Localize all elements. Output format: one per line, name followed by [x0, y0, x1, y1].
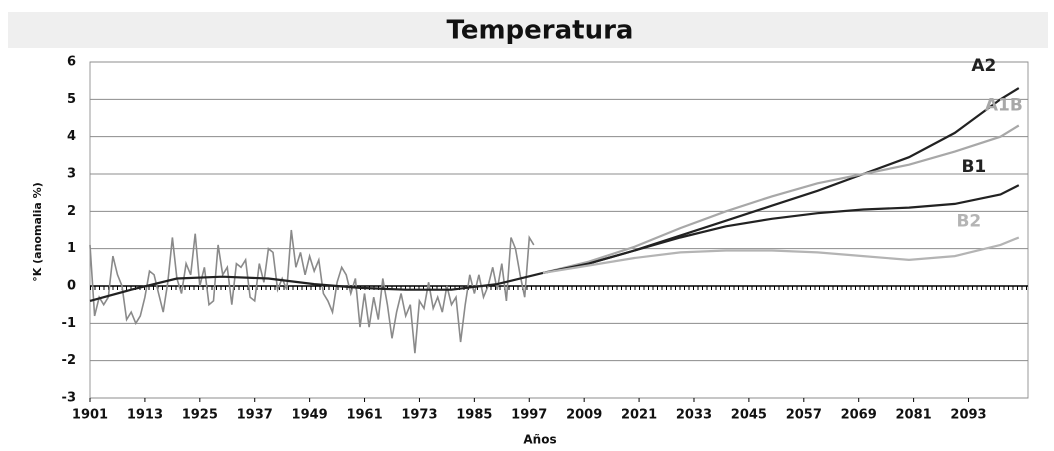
x-tick-label: 2093	[950, 408, 986, 423]
y-tick-label: 2	[67, 204, 76, 219]
y-tick-label: 0	[67, 279, 76, 294]
x-tick-label: 2057	[786, 408, 822, 423]
x-tick-label: 2045	[731, 408, 767, 423]
x-axis-label: Años	[523, 433, 556, 447]
x-tick-label: 1973	[401, 408, 437, 423]
x-tick-label: 1925	[182, 408, 218, 423]
x-tick-label: 2069	[841, 408, 877, 423]
title-band	[8, 12, 1048, 48]
x-tick-label: 1961	[346, 408, 382, 423]
series-label: A1B	[985, 95, 1023, 115]
y-tick-label: -3	[62, 391, 76, 406]
y-axis-label: °K (anomalia %)	[31, 182, 44, 281]
x-tick-label: 1997	[511, 408, 547, 423]
series-line	[89, 229, 535, 354]
y-tick-label: -2	[62, 353, 76, 368]
y-tick-label: -1	[62, 316, 76, 331]
x-tick-label: 2021	[621, 408, 657, 423]
series-line	[542, 236, 1020, 274]
x-tick-label: 1901	[72, 408, 108, 423]
chart-title: Temperatura	[447, 16, 634, 46]
series-label: B2	[956, 211, 981, 231]
series-line	[89, 271, 544, 302]
series-line	[542, 184, 1020, 274]
x-tick-label: 1985	[456, 408, 492, 423]
x-tick-label: 2033	[676, 408, 712, 423]
x-tick-label: 1949	[292, 408, 328, 423]
y-tick-label: 3	[67, 167, 76, 182]
y-tick-label: 5	[67, 92, 76, 107]
x-tick-label: 1937	[237, 408, 273, 423]
y-tick-label: 4	[67, 129, 76, 144]
x-tick-label: 2081	[896, 408, 932, 423]
series-label: B1	[961, 157, 986, 177]
series-label: A2	[971, 56, 996, 76]
series-line	[542, 124, 1020, 274]
x-tick-label: 1913	[127, 408, 163, 423]
y-tick-label: 1	[67, 241, 76, 256]
x-tick-label: 2009	[566, 408, 602, 423]
plot-area	[89, 61, 1029, 399]
y-tick-label: 6	[67, 55, 76, 70]
